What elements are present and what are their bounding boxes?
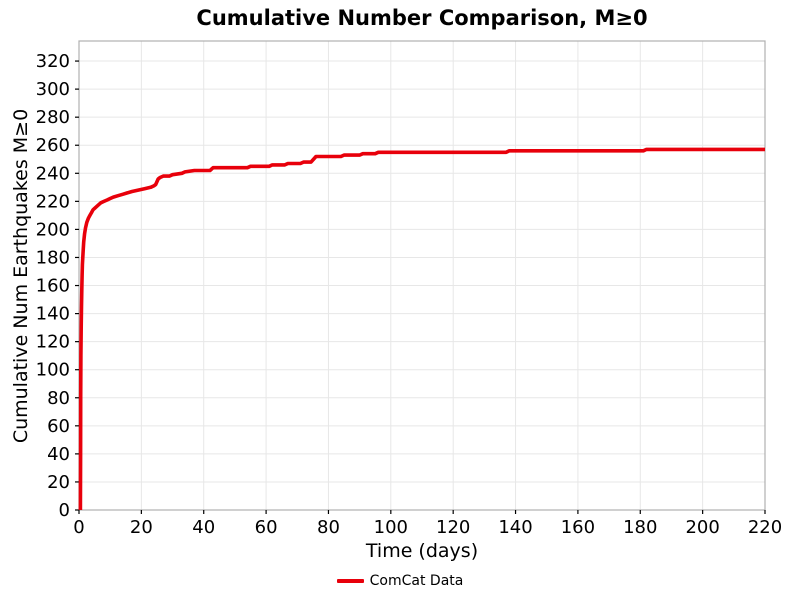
y-tick-label: 40 xyxy=(47,444,70,465)
y-tick-label: 260 xyxy=(36,135,70,156)
y-tick-label: 240 xyxy=(36,163,70,184)
x-axis-label: Time (days) xyxy=(365,540,479,562)
x-tick-label: 60 xyxy=(255,517,278,538)
x-tick-label: 40 xyxy=(192,517,215,538)
x-tick-label: 220 xyxy=(748,517,782,538)
x-tick-label: 100 xyxy=(374,517,408,538)
x-tick-label: 180 xyxy=(623,517,657,538)
y-tick-label: 300 xyxy=(36,79,70,100)
y-tick-label: 180 xyxy=(36,247,70,268)
y-tick-label: 20 xyxy=(47,472,70,493)
legend-label: ComCat Data xyxy=(369,573,464,589)
x-tick-label: 140 xyxy=(498,517,532,538)
y-tick-label: 140 xyxy=(36,304,70,325)
y-tick-label: 220 xyxy=(36,191,70,212)
x-tick-label: 80 xyxy=(317,517,340,538)
y-tick-label: 320 xyxy=(36,51,70,72)
x-tick-label: 20 xyxy=(130,517,153,538)
y-tick-label: 80 xyxy=(47,388,70,409)
y-tick-label: 280 xyxy=(36,107,70,128)
y-tick-label: 200 xyxy=(36,219,70,240)
x-tick-label: 200 xyxy=(685,517,719,538)
legend: ComCat Data xyxy=(0,573,800,589)
y-tick-label: 0 xyxy=(59,500,70,521)
x-tick-label: 120 xyxy=(436,517,470,538)
chart-title: Cumulative Number Comparison, M≥0 xyxy=(196,6,648,30)
series-line-comcat xyxy=(78,147,765,511)
x-tick-label: 0 xyxy=(73,517,84,538)
y-tick-label: 120 xyxy=(36,332,70,353)
axes-spines xyxy=(78,40,766,511)
y-tick-label: 100 xyxy=(36,360,70,381)
x-tick-label: 160 xyxy=(561,517,595,538)
y-tick-label: 60 xyxy=(47,416,70,437)
legend-line-swatch xyxy=(336,579,364,583)
y-tick-label: 160 xyxy=(36,276,70,297)
